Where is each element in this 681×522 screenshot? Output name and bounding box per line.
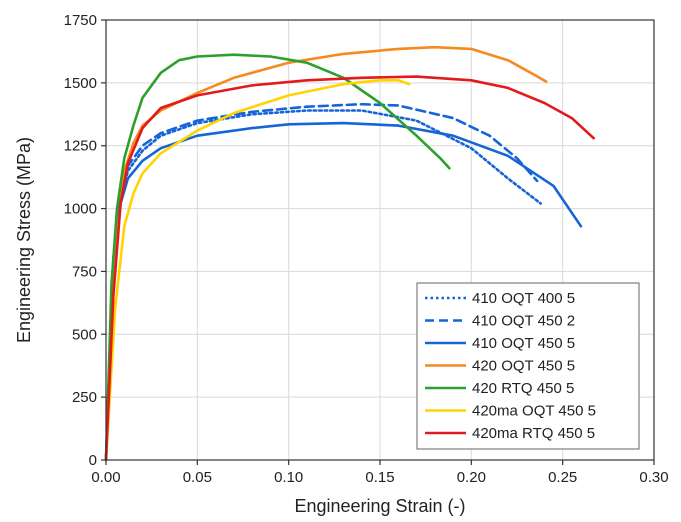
series-line-6 xyxy=(104,75,596,462)
legend-label: 420ma OQT 450 5 xyxy=(472,403,596,420)
series-line-5 xyxy=(104,79,411,462)
x-tick-label: 0.05 xyxy=(183,469,212,486)
y-tick-label: 500 xyxy=(72,326,97,343)
series-line-4 xyxy=(104,53,451,462)
legend-label: 410 OQT 400 5 xyxy=(472,290,575,307)
x-tick-label: 0.10 xyxy=(274,469,303,486)
y-tick-label: 1250 xyxy=(64,138,97,155)
x-tick-label: 0.25 xyxy=(548,469,577,486)
y-axis-title: Engineering Stress (MPa) xyxy=(14,137,34,343)
x-axis-title: Engineering Strain (-) xyxy=(294,496,465,516)
axis-ticks xyxy=(101,19,655,465)
legend-label: 420ma RTQ 450 5 xyxy=(472,425,595,442)
y-tick-label: 250 xyxy=(72,389,97,406)
legend: 410 OQT 400 5 410 OQT 450 2 410 OQT 450 5 4… xyxy=(416,282,640,450)
legend-label: 420 OQT 450 5 xyxy=(472,358,575,375)
y-tick-label: 750 xyxy=(72,263,97,280)
legend-label: 420 RTQ 450 5 xyxy=(472,380,574,397)
y-tick-label: 1500 xyxy=(64,75,97,92)
x-tick-label: 0.00 xyxy=(91,469,120,486)
y-tick-label: 0 xyxy=(89,452,97,469)
legend-label: 410 OQT 450 5 xyxy=(472,335,575,352)
x-tick-label: 0.20 xyxy=(457,469,486,486)
axis-tick-labels: 0.00 0.05 0.10 0.15 0.20 0.25 0.30 0 250 500 750 10… xyxy=(64,12,669,486)
y-tick-label: 1750 xyxy=(64,12,97,29)
series-line-3 xyxy=(104,45,548,462)
y-tick-label: 1000 xyxy=(64,201,97,218)
x-tick-label: 0.15 xyxy=(365,469,394,486)
legend-label: 410 OQT 450 2 xyxy=(472,313,575,330)
series-lines xyxy=(104,45,596,462)
x-tick-label: 0.30 xyxy=(639,469,668,486)
